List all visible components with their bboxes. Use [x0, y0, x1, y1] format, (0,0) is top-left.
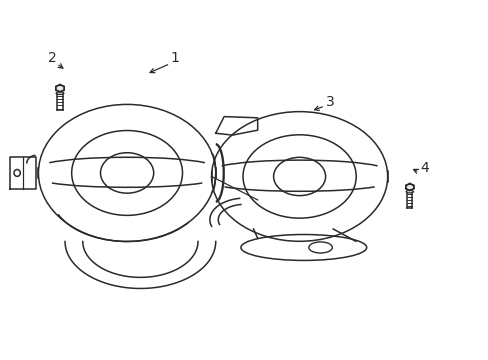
Ellipse shape [406, 190, 413, 193]
Text: 1: 1 [170, 51, 179, 65]
Polygon shape [405, 184, 413, 190]
Text: 3: 3 [325, 95, 334, 109]
Ellipse shape [56, 92, 64, 94]
Text: 2: 2 [48, 51, 57, 65]
Polygon shape [56, 85, 64, 92]
Text: 4: 4 [419, 161, 427, 175]
